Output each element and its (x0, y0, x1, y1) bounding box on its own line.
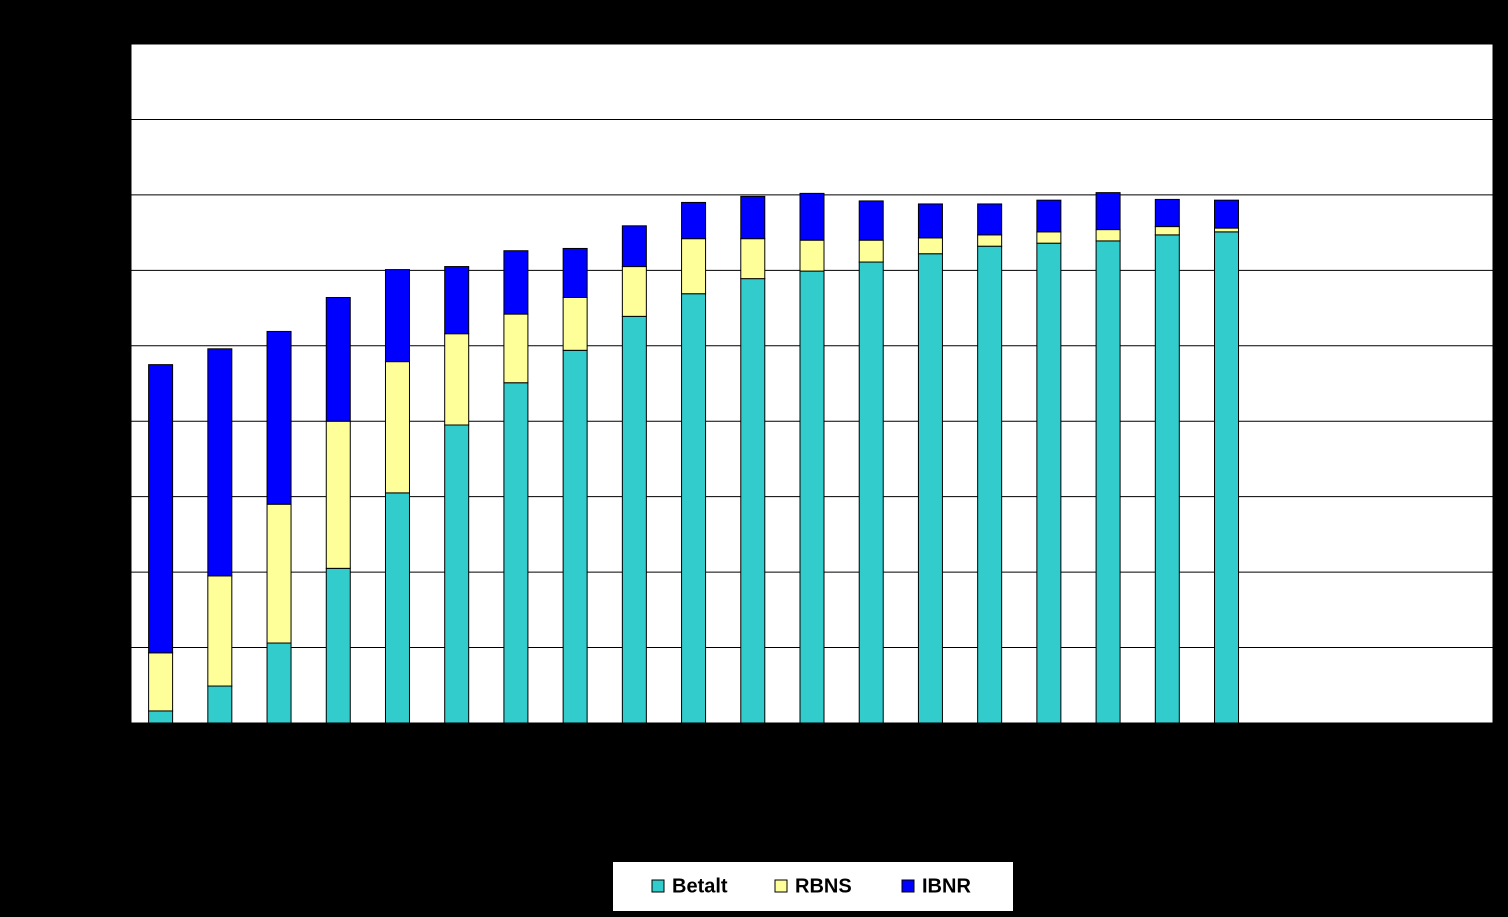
bar-segment (207, 575, 233, 687)
bar-segment (799, 270, 825, 724)
bar-segment (562, 349, 588, 724)
bar-segment (621, 266, 647, 317)
bar-segment (977, 203, 1003, 236)
bar-segment (799, 192, 825, 241)
bar-segment (1095, 229, 1121, 242)
legend (613, 862, 1013, 911)
legend-label: IBNR (922, 875, 971, 897)
bar-segment (917, 203, 943, 239)
bar-segment (503, 313, 529, 384)
bar-segment (1095, 240, 1121, 724)
bar-segment (977, 245, 1003, 724)
bar-segment (207, 348, 233, 577)
bar-segment (266, 330, 292, 505)
bar-segment (1036, 242, 1062, 724)
bar-segment (444, 424, 470, 724)
bar-segment (1214, 227, 1240, 233)
bar-segment (148, 710, 174, 724)
legend-swatch (901, 879, 915, 893)
bar-segment (207, 685, 233, 724)
bar-segment (858, 261, 884, 724)
bar-segment (384, 492, 410, 724)
bar-segment (681, 201, 707, 240)
bar-segment (681, 293, 707, 724)
legend-swatch (651, 879, 665, 893)
bar-segment (562, 247, 588, 298)
bar-segment (621, 315, 647, 724)
bar-segment (562, 296, 588, 351)
bar-segment (148, 364, 174, 654)
bar-segment (503, 250, 529, 315)
bar-segment (325, 420, 351, 569)
bar-segment (917, 237, 943, 255)
bar-segment (148, 652, 174, 712)
bar-segment (740, 278, 766, 724)
bar-segment (444, 266, 470, 335)
bar-segment (740, 195, 766, 240)
legend-label: RBNS (795, 875, 852, 897)
bar-segment (266, 642, 292, 724)
bar-segment (1154, 226, 1180, 236)
bar-segment (1036, 231, 1062, 244)
bar-segment (1036, 199, 1062, 233)
bar-segment (1214, 199, 1240, 229)
bar-segment (1095, 192, 1121, 231)
bar-segment (1214, 231, 1240, 724)
bar-segment (503, 382, 529, 724)
bar-segment (266, 503, 292, 644)
bar-segment (384, 269, 410, 363)
bar-segment (325, 296, 351, 422)
legend-label: Betalt (672, 875, 728, 897)
bar-segment (444, 333, 470, 426)
bar-segment (858, 239, 884, 263)
bar-segment (799, 239, 825, 272)
bar-segment (384, 361, 410, 494)
bar-segment (1154, 234, 1180, 724)
bar-segment (325, 567, 351, 724)
bar-segment (1154, 198, 1180, 228)
bar-segment (917, 253, 943, 724)
bar-segment (858, 200, 884, 241)
bar-segment (621, 225, 647, 268)
bar-segment (681, 238, 707, 295)
legend-swatch (774, 879, 788, 893)
bar-segment (740, 238, 766, 280)
bar-segment (977, 234, 1003, 247)
